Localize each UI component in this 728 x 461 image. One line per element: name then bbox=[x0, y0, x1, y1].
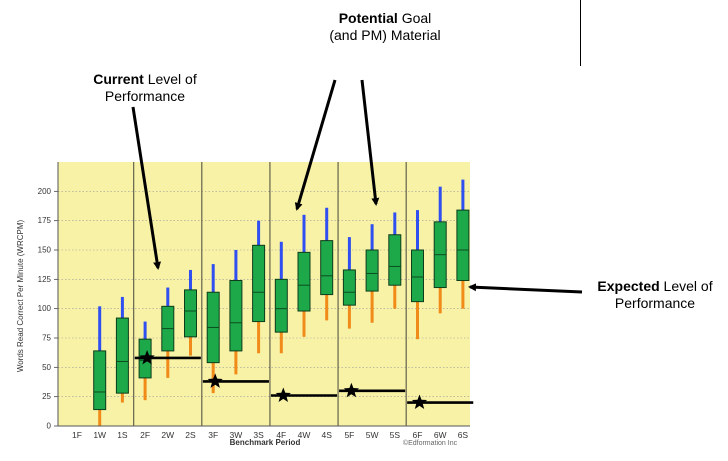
x-tick-label: 1F bbox=[72, 430, 82, 440]
callout-expected-line2: Performance bbox=[614, 295, 696, 311]
callout-potential-goal: Potential Goal (and PM) Material bbox=[290, 10, 480, 44]
y-tick-label: 200 bbox=[38, 187, 52, 196]
box bbox=[184, 289, 197, 338]
box bbox=[93, 350, 107, 411]
x-tick-label: 1S bbox=[117, 430, 128, 440]
arrow-current bbox=[131, 106, 162, 270]
x-tick-label: 2S bbox=[185, 430, 196, 440]
x-tick-label: 3F bbox=[208, 430, 218, 440]
x-tick-label: 6S bbox=[458, 430, 469, 440]
x-tick-label: 5S bbox=[390, 430, 401, 440]
callout-current-line2: Performance bbox=[104, 88, 186, 104]
y-tick-label: 125 bbox=[38, 275, 52, 284]
y-axis-label: Words Read Correct Per Minute (WRCPM) bbox=[16, 220, 25, 373]
credit-text: ©Edformation Inc bbox=[403, 439, 458, 447]
x-tick-label: 6W bbox=[434, 430, 447, 440]
callout-expected-level: Expected Level of Performance bbox=[580, 278, 728, 312]
x-tick-label: 2F bbox=[140, 430, 150, 440]
box bbox=[115, 317, 129, 394]
x-tick-label: 3W bbox=[230, 430, 243, 440]
x-tick-label: 4F bbox=[276, 430, 286, 440]
target-star bbox=[411, 394, 428, 410]
divider-line bbox=[580, 0, 581, 66]
target-layer bbox=[134, 349, 474, 410]
x-tick-label: 4S bbox=[321, 430, 332, 440]
axis-layer: 0 25 50 75 100 125 150 175 200 1F 1W 1S 2F 2W 2S 3F 3W 3S… bbox=[38, 162, 470, 440]
box bbox=[456, 209, 470, 282]
x-tick-label: 6F bbox=[413, 430, 423, 440]
y-tick-label: 150 bbox=[38, 246, 52, 255]
box bbox=[342, 269, 356, 306]
y-tick-label: 100 bbox=[38, 304, 52, 313]
target-star bbox=[139, 349, 155, 365]
callout-current-bold: Current bbox=[93, 71, 144, 87]
box bbox=[252, 244, 266, 323]
callout-current-level: Current Level of Performance bbox=[65, 71, 225, 105]
box bbox=[274, 278, 288, 333]
y-tick-label: 0 bbox=[47, 422, 52, 431]
callout-current-rest: Level of bbox=[143, 71, 197, 87]
grid-layer bbox=[58, 191, 470, 397]
arrow-potential-left bbox=[294, 79, 337, 211]
x-tick-label: 2W bbox=[161, 430, 174, 440]
callout-expected-bold: Expected bbox=[597, 278, 660, 294]
callout-expected-rest: Level of bbox=[659, 278, 713, 294]
y-tick-label: 75 bbox=[42, 334, 51, 343]
x-tick-label: 5F bbox=[344, 430, 354, 440]
x-tick-label: 1W bbox=[93, 430, 106, 440]
x-tick-label: 3S bbox=[253, 430, 264, 440]
y-tick-label: 25 bbox=[42, 392, 51, 401]
x-tick-label: 4W bbox=[298, 430, 311, 440]
callout-potential-line2: (and PM) Material bbox=[329, 27, 441, 43]
box bbox=[365, 249, 379, 292]
callout-arrow-layer bbox=[131, 79, 583, 294]
box bbox=[297, 251, 311, 312]
box-layer bbox=[93, 179, 470, 426]
y-tick-label: 175 bbox=[38, 216, 52, 225]
callout-potential-rest: Goal bbox=[397, 10, 432, 26]
box bbox=[388, 234, 402, 286]
callout-potential-bold: Potential bbox=[338, 10, 398, 26]
target-star bbox=[275, 387, 291, 402]
box bbox=[320, 240, 334, 296]
x-axis-label: Benchmark Period bbox=[230, 438, 301, 447]
box bbox=[411, 249, 424, 303]
target-star bbox=[207, 373, 223, 388]
arrow-potential-right bbox=[360, 79, 380, 206]
grade-separator-layer bbox=[133, 162, 407, 426]
y-tick-label: 50 bbox=[42, 363, 51, 372]
target-star bbox=[343, 382, 360, 398]
x-tick-label: 5W bbox=[366, 430, 379, 440]
box bbox=[229, 280, 243, 352]
arrow-expected bbox=[468, 283, 583, 294]
